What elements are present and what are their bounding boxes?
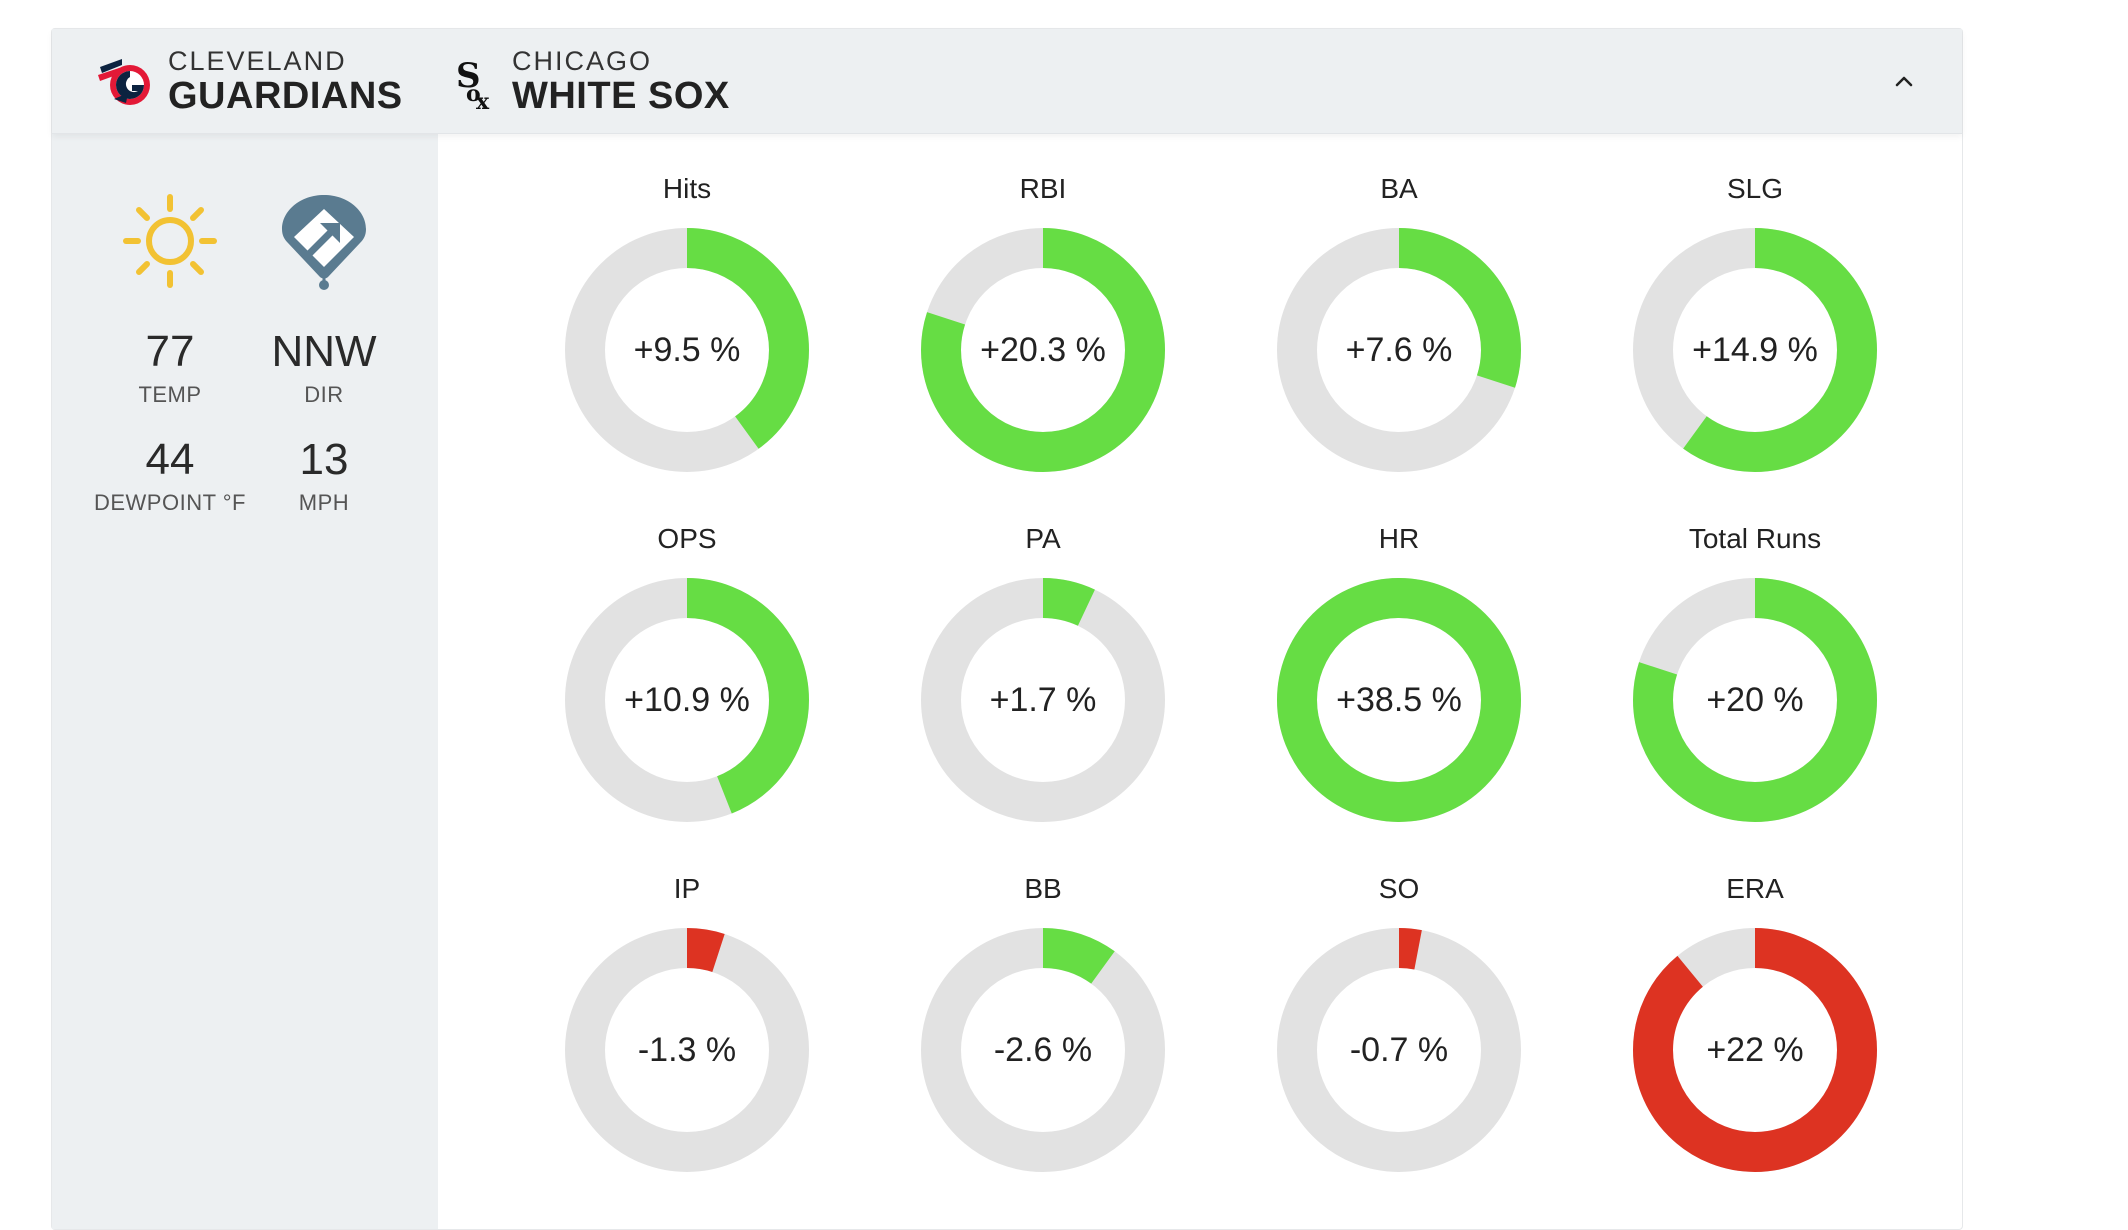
home-team-name: GUARDIANS: [168, 74, 403, 117]
dewpoint-value: 44: [145, 435, 195, 484]
metric-ba: BA +7.6 %: [1249, 133, 1549, 473]
weather-panel: 77 TEMP NNW DIR 44 DEWPOINT °F 13 MPH: [52, 133, 438, 1229]
donut-chart: +20 %: [1633, 578, 1877, 822]
metric-title: BA: [1380, 173, 1418, 204]
metric-so: SO -0.7 %: [1249, 833, 1549, 1173]
donut-chart: -0.7 %: [1277, 928, 1521, 1172]
donut-value-arc: [565, 928, 809, 1172]
donut-percent-label: +22 %: [1706, 1030, 1804, 1069]
svg-text:o: o: [466, 81, 481, 107]
collapse-button[interactable]: [1886, 63, 1922, 99]
donut-chart: +1.7 %: [921, 578, 1165, 822]
donut-value-arc: [921, 578, 1165, 822]
temp-label: TEMP: [138, 382, 202, 407]
mph-value: 13: [299, 435, 349, 484]
dir-value: NNW: [271, 327, 377, 376]
metric-title: Hits: [662, 173, 712, 204]
donut-chart: +38.5 %: [1277, 578, 1521, 822]
donut-chart: +20.3 %: [921, 228, 1165, 472]
dewpoint-stat: 44 DEWPOINT °F: [70, 438, 270, 516]
donut-chart: -1.3 %: [565, 928, 809, 1172]
metric-hits: Hits +9.5 %: [537, 133, 837, 473]
metric-title: ERA: [1726, 873, 1784, 904]
metric-title: RBI: [1019, 173, 1067, 204]
donut-percent-label: +7.6 %: [1345, 330, 1453, 369]
metric-ip: IP -1.3 %: [537, 833, 837, 1173]
metric-title: IP: [673, 873, 701, 904]
wind-direction-field-icon: [274, 191, 374, 291]
donut-value-arc: [1633, 928, 1877, 1172]
metric-rbi: RBI +20.3 %: [893, 133, 1193, 473]
away-team-name: WHITE SOX: [512, 74, 730, 117]
metric-title: Total Runs: [1688, 523, 1822, 554]
home-team: CLEVELAND GUARDIANS: [92, 29, 403, 133]
white-sox-logo-icon: S o x: [452, 49, 498, 113]
svg-text:S: S: [456, 56, 481, 96]
matchup-header[interactable]: CLEVELAND GUARDIANS S o x CHICAGO WHITE …: [52, 29, 1962, 134]
metric-era: ERA +22 %: [1605, 833, 1905, 1173]
temp-stat: 77 TEMP: [70, 330, 270, 408]
dir-stat: NNW DIR: [224, 330, 424, 408]
donut-percent-label: -1.3 %: [637, 1030, 737, 1069]
metric-title: SLG: [1726, 173, 1784, 204]
guardians-logo-icon: [92, 49, 156, 113]
donut-chart: +22 %: [1633, 928, 1877, 1172]
chevron-up-icon: [1895, 76, 1913, 87]
mph-stat: 13 MPH: [224, 438, 424, 516]
donut-percent-label: -0.7 %: [1349, 1030, 1449, 1069]
donut-percent-label: +1.7 %: [989, 680, 1097, 719]
metric-hr: HR +38.5 %: [1249, 483, 1549, 823]
donut-chart: +14.9 %: [1633, 228, 1877, 472]
metric-pa: PA +1.7 %: [893, 483, 1193, 823]
donut-percent-label: +9.5 %: [633, 330, 741, 369]
donut-percent-label: +38.5 %: [1336, 680, 1462, 719]
metric-title: SO: [1378, 873, 1420, 904]
matchup-card: CLEVELAND GUARDIANS S o x CHICAGO WHITE …: [51, 28, 1963, 1230]
donut-value-arc: [1277, 928, 1521, 1172]
donut-percent-label: +20 %: [1706, 680, 1804, 719]
donut-value-arc: [1633, 228, 1877, 472]
donut-value-arc: [1633, 578, 1877, 822]
away-team-city: CHICAGO: [512, 45, 653, 76]
donut-chart: +7.6 %: [1277, 228, 1521, 472]
donut-value-arc: [565, 228, 809, 472]
donut-value-arc: [1277, 578, 1521, 822]
donut-chart: +10.9 %: [565, 578, 809, 822]
donut-percent-label: -2.6 %: [993, 1030, 1093, 1069]
donut-percent-label: +14.9 %: [1692, 330, 1818, 369]
metric-ops: OPS +10.9 %: [537, 483, 837, 823]
svg-text:x: x: [476, 89, 490, 113]
mph-label: MPH: [298, 490, 350, 515]
donut-value-arc: [921, 928, 1165, 1172]
metric-title: PA: [1025, 523, 1061, 554]
donut-chart: +9.5 %: [565, 228, 809, 472]
metric-bb: BB -2.6 %: [893, 833, 1193, 1173]
donut-value-arc: [921, 228, 1165, 472]
dir-label: DIR: [304, 382, 344, 407]
donut-chart: -2.6 %: [921, 928, 1165, 1172]
donut-value-arc: [565, 578, 809, 822]
donut-value-arc: [1277, 228, 1521, 472]
metric-slg: SLG +14.9 %: [1605, 133, 1905, 473]
metrics-grid: Hits +9.5 % RBI +20.3 % BA +7.6 % SLG +14.9 % OP…: [438, 133, 1962, 1229]
metric-title: BB: [1024, 873, 1062, 904]
metric-total-runs: Total Runs +20 %: [1605, 483, 1905, 823]
donut-percent-label: +10.9 %: [624, 680, 750, 719]
temp-value: 77: [145, 327, 195, 376]
home-team-city: CLEVELAND: [168, 45, 347, 76]
sun-icon: [120, 191, 220, 291]
metric-title: OPS: [657, 523, 717, 554]
metric-title: HR: [1378, 523, 1420, 554]
away-team: S o x CHICAGO WHITE SOX: [452, 29, 730, 133]
dewpoint-label: DEWPOINT °F: [93, 490, 246, 515]
donut-percent-label: +20.3 %: [980, 330, 1106, 369]
